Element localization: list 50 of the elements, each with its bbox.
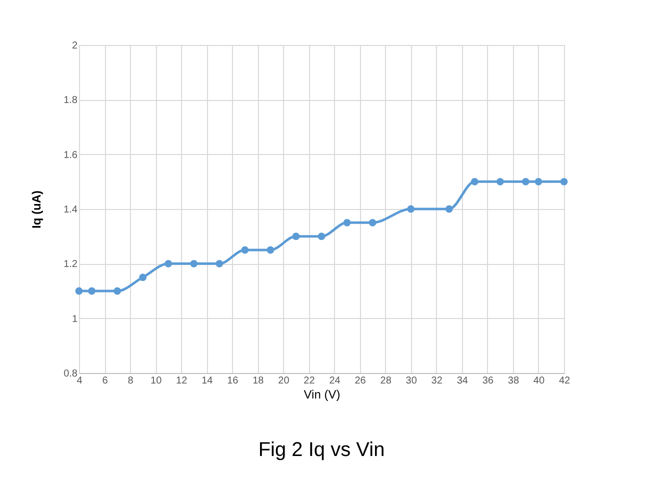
x-tick-label: 18: [252, 376, 264, 386]
point: [266, 246, 274, 254]
y-tick-label: 1.8: [64, 95, 78, 106]
x-tick-label: 4: [76, 376, 83, 386]
point: [216, 260, 224, 268]
x-tick-label: 16: [227, 376, 239, 386]
x-tick-label: 8: [128, 376, 134, 386]
y-tick-label: 1.2: [64, 259, 78, 270]
x-tick-label: 26: [354, 376, 366, 386]
x-tick-label: 12: [176, 376, 188, 386]
point: [407, 205, 415, 213]
point: [368, 218, 376, 226]
x-axis-title: Vin (V): [304, 388, 340, 402]
x-tick-label: 28: [380, 376, 392, 386]
point: [470, 178, 478, 186]
x-tick-label: 34: [456, 376, 468, 386]
point: [88, 287, 96, 295]
x-tick-label: 20: [278, 376, 290, 386]
y-tick-label: 1.6: [64, 150, 78, 161]
x-tick-label: 10: [150, 376, 162, 386]
x-tick-label: 24: [329, 376, 341, 386]
point: [139, 274, 147, 282]
point: [241, 246, 249, 254]
x-tick-label: 6: [102, 376, 108, 386]
point: [343, 218, 351, 226]
point: [445, 205, 453, 213]
point: [522, 178, 530, 186]
y-axis-title: Iq (uA): [30, 190, 44, 228]
text: Fig 2 Iq vs Vin: [258, 439, 385, 461]
y-tick-label: 2: [72, 40, 78, 52]
point: [190, 260, 198, 268]
x-tick-label: 30: [406, 376, 418, 386]
point: [75, 287, 83, 295]
point: [318, 232, 326, 240]
point: [292, 232, 300, 240]
x-tick-label: 14: [202, 376, 214, 386]
x-tick-label: 22: [304, 376, 316, 386]
point: [496, 178, 504, 186]
point: [164, 260, 172, 268]
x-tick-label: 40: [533, 376, 545, 386]
x-tick-label: 36: [482, 376, 494, 386]
y-tick-label: 1.4: [64, 204, 78, 216]
x-tick-label: 32: [431, 376, 443, 386]
point: [560, 178, 568, 186]
point: [114, 287, 121, 295]
x-tick-label: 38: [508, 376, 520, 386]
point: [534, 178, 542, 186]
y-tick-label: 0.8: [64, 368, 78, 380]
x-tick-label: 42: [558, 376, 570, 386]
y-tick-label: 1: [72, 314, 78, 325]
